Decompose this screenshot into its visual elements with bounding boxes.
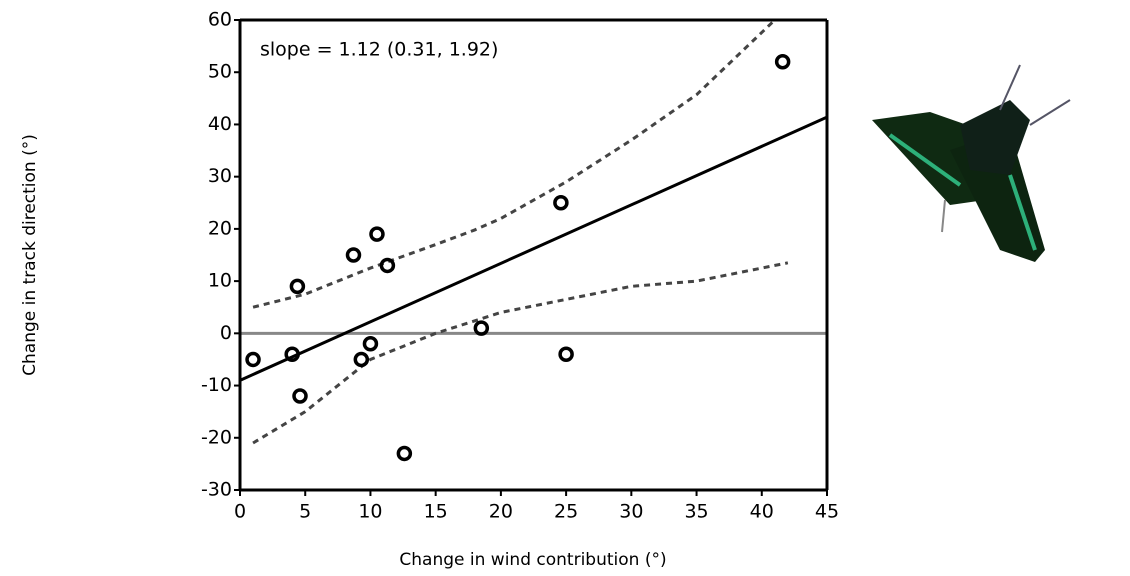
annotation: slope = 1.12 (0.31, 1.92) [260,39,498,61]
x-axis-label: Change in wind contribution (°) [399,550,666,570]
x-tick-label: 30 [619,501,643,523]
data-point [774,54,791,70]
data-point [396,445,413,462]
moth-illustration [872,64,1071,262]
plot-area [240,20,827,445]
y-tick-label: 50 [208,61,232,83]
x-tick-label: 40 [750,501,774,523]
y-tick-label: -20 [201,426,232,448]
data-point [558,346,574,362]
data-point [553,195,569,211]
y-tick-label: 30 [208,165,232,187]
y-axis-label: Change in track direction (°) [20,134,40,376]
ci-upper [252,20,776,309]
fit-line [240,115,827,382]
x-tick-label: 5 [299,501,311,523]
y-tick-label: 40 [208,113,232,135]
x-tick-label: 0 [234,501,246,523]
y-tick-label: -10 [201,374,232,396]
data-point [369,226,385,242]
y-tick-label: 10 [208,270,232,292]
x-tick-label: 45 [815,501,839,523]
x-tick-label: 35 [684,501,708,523]
data-point [473,320,490,336]
data-point [379,257,396,274]
data-point [353,351,370,368]
x-tick-label: 10 [358,501,382,523]
y-tick-label: 60 [208,9,232,31]
y-tick-label: 20 [208,217,232,239]
y-tick-label: -30 [201,479,232,501]
data-point [362,336,379,352]
data-point [292,388,308,404]
ci-lower [252,261,789,445]
data-point [245,351,261,368]
x-tick-label: 25 [554,501,578,523]
data-point [284,346,300,362]
y-tick-label: 0 [220,322,232,344]
x-tick-label: 20 [489,501,513,523]
data-point [345,247,362,263]
x-tick-label: 15 [424,501,448,523]
data-point [289,278,306,295]
